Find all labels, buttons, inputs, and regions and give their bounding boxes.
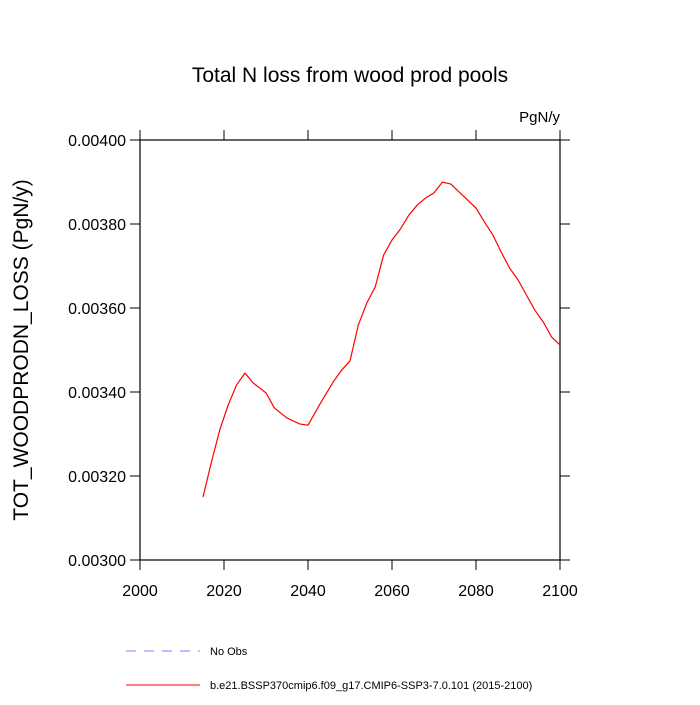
plot-frame: [139, 139, 561, 561]
chart-title: Total N loss from wood prod pools: [192, 64, 508, 87]
x-tick-label: 2040: [290, 583, 326, 600]
x-tick-label: 2000: [122, 583, 158, 600]
data-line: [202, 181, 561, 498]
y-tick-label: 0.00300: [68, 553, 126, 570]
x-tick-label: 2060: [374, 583, 410, 600]
units-label: PgN/y: [519, 109, 560, 126]
y-tick-label: 0.00340: [68, 385, 126, 402]
y-tick-label: 0.00400: [68, 133, 126, 150]
legend-label: b.e21.BSSP370cmip6.f09_g17.CMIP6-SSP3-7.…: [210, 680, 532, 692]
y-tick-label: 0.00360: [68, 301, 126, 318]
x-tick-label: 2080: [458, 583, 494, 600]
y-tick-label: 0.00320: [68, 469, 126, 486]
x-tick-label: 2020: [206, 583, 242, 600]
x-tick-label: 2100: [542, 583, 578, 600]
y-axis-label: TOT_WOODPRODN_LOSS (PgN/y): [10, 179, 33, 521]
legend-label: No Obs: [210, 646, 248, 658]
y-tick-label: 0.00380: [68, 217, 126, 234]
